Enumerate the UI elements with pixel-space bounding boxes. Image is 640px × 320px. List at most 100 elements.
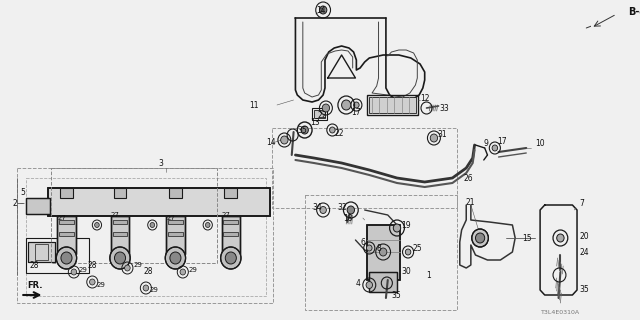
- Text: 31: 31: [438, 130, 447, 139]
- Bar: [59, 220, 74, 224]
- Circle shape: [430, 134, 438, 142]
- Bar: [26, 198, 50, 214]
- Text: 9: 9: [484, 139, 489, 148]
- Circle shape: [61, 252, 72, 264]
- Circle shape: [557, 234, 564, 242]
- Bar: [369, 97, 417, 113]
- Circle shape: [342, 100, 351, 110]
- Text: 10: 10: [536, 139, 545, 148]
- Text: 14: 14: [317, 5, 326, 14]
- Bar: [367, 225, 400, 280]
- Text: 28: 28: [29, 260, 39, 269]
- Text: 32: 32: [337, 203, 347, 212]
- Circle shape: [165, 247, 186, 269]
- Bar: [26, 198, 50, 214]
- Text: 27: 27: [221, 212, 230, 218]
- Circle shape: [205, 222, 210, 228]
- Bar: [28, 242, 56, 262]
- Text: 24: 24: [580, 247, 589, 257]
- Text: 26: 26: [463, 173, 473, 182]
- Text: 17: 17: [351, 108, 360, 116]
- Text: 35: 35: [392, 292, 401, 300]
- Text: 27: 27: [57, 215, 66, 221]
- Bar: [48, 188, 269, 216]
- Bar: [168, 232, 183, 236]
- Text: T3L4E0310A: T3L4E0310A: [541, 309, 580, 315]
- Text: 27: 27: [166, 215, 175, 221]
- Text: 28: 28: [88, 260, 97, 269]
- Bar: [60, 188, 73, 198]
- Circle shape: [90, 279, 95, 285]
- Circle shape: [354, 102, 359, 108]
- Bar: [57, 216, 76, 254]
- Circle shape: [405, 249, 411, 255]
- Bar: [28, 242, 56, 262]
- Text: 22: 22: [317, 110, 327, 119]
- Bar: [223, 232, 238, 236]
- Text: 7: 7: [579, 198, 584, 207]
- Text: B-4: B-4: [628, 7, 640, 17]
- Bar: [369, 272, 397, 292]
- Circle shape: [472, 229, 488, 247]
- Bar: [367, 225, 400, 280]
- Circle shape: [125, 265, 130, 271]
- Text: 19: 19: [402, 220, 412, 229]
- Text: 29: 29: [79, 267, 87, 273]
- Text: 20: 20: [580, 231, 589, 241]
- Text: 33: 33: [440, 103, 449, 113]
- Circle shape: [225, 252, 236, 264]
- Text: 27: 27: [111, 212, 120, 218]
- Text: 28: 28: [143, 268, 152, 276]
- Text: 13: 13: [310, 117, 320, 126]
- Text: 22: 22: [334, 129, 344, 138]
- Text: 25: 25: [413, 244, 422, 252]
- Circle shape: [150, 222, 155, 228]
- Text: 29: 29: [96, 282, 105, 288]
- Text: 12: 12: [420, 93, 429, 102]
- Bar: [221, 216, 240, 254]
- Circle shape: [319, 8, 323, 12]
- Circle shape: [320, 206, 326, 213]
- Text: 15: 15: [522, 234, 532, 243]
- Bar: [111, 216, 129, 254]
- Text: 14: 14: [266, 138, 275, 147]
- Bar: [113, 220, 127, 224]
- Bar: [26, 178, 266, 296]
- Bar: [273, 128, 457, 208]
- Text: 30: 30: [402, 268, 412, 276]
- Bar: [111, 216, 129, 254]
- Bar: [168, 220, 183, 224]
- Circle shape: [476, 233, 484, 243]
- Text: 3: 3: [159, 158, 164, 167]
- Bar: [169, 188, 182, 198]
- Bar: [314, 110, 325, 118]
- Circle shape: [95, 222, 99, 228]
- Circle shape: [180, 269, 186, 275]
- Circle shape: [71, 269, 77, 275]
- Circle shape: [221, 247, 241, 269]
- Circle shape: [492, 145, 498, 151]
- Bar: [225, 188, 237, 198]
- Circle shape: [347, 206, 355, 214]
- Bar: [57, 216, 76, 254]
- Circle shape: [301, 126, 308, 134]
- Text: 29: 29: [150, 287, 159, 293]
- Bar: [166, 216, 185, 254]
- Bar: [312, 108, 327, 120]
- Bar: [369, 272, 397, 292]
- Circle shape: [170, 252, 181, 264]
- Text: 29: 29: [188, 267, 197, 273]
- Text: 35: 35: [298, 125, 307, 134]
- Circle shape: [394, 224, 401, 232]
- Bar: [48, 188, 269, 216]
- Bar: [305, 195, 457, 310]
- Bar: [51, 168, 217, 263]
- Circle shape: [367, 245, 372, 251]
- Text: 4: 4: [355, 278, 360, 287]
- Bar: [17, 168, 273, 303]
- Circle shape: [143, 285, 148, 291]
- Text: 17: 17: [497, 137, 506, 146]
- Circle shape: [56, 247, 77, 269]
- Text: 1: 1: [426, 270, 431, 279]
- Text: 2: 2: [13, 198, 18, 207]
